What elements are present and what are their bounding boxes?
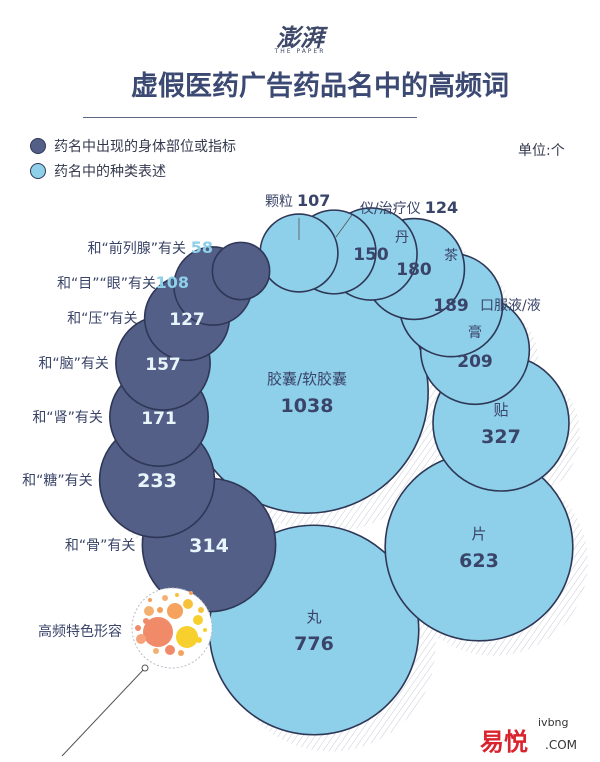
- annotation-dot-17: [148, 598, 152, 602]
- annotation-dot-15: [135, 625, 141, 631]
- body-value-0: 314: [189, 535, 229, 557]
- type-label-6: 茶: [444, 248, 458, 264]
- type-label-0: 胶囊/软胶囊: [267, 370, 347, 388]
- type-value-2: 623: [459, 550, 499, 572]
- unit-label: 单位:个: [518, 143, 565, 159]
- annotation-dot-2: [167, 603, 183, 619]
- body-label-6: 和“前列腺”有关: [87, 240, 186, 257]
- legend-label-body: 药名中出现的身体部位或指标: [54, 139, 236, 155]
- title-divider: [83, 117, 417, 118]
- type-value-1: 776: [294, 633, 334, 655]
- annotation-dot-9: [157, 607, 163, 613]
- annotation-dot-14: [162, 595, 168, 601]
- annotation-dot-11: [178, 650, 184, 656]
- annotation-dot-5: [165, 645, 175, 655]
- annotation-dot-16: [203, 628, 207, 632]
- annotation-dot-18: [189, 591, 193, 595]
- annotation-dot-4: [144, 606, 154, 616]
- type-label-2: 片: [471, 525, 486, 543]
- type-label-3: 贴: [493, 401, 508, 419]
- type-value-0: 1038: [281, 395, 334, 417]
- type-label-4: 膏: [468, 324, 482, 341]
- annotation-dot-7: [136, 634, 146, 644]
- annotation-dot-13: [198, 607, 204, 613]
- annotation-dot-10: [196, 637, 202, 643]
- annotation-dot-6: [193, 615, 203, 625]
- annotation-dot-8: [143, 618, 149, 624]
- body-label-4: 和“压”有关: [67, 311, 138, 327]
- annotation-pointer-dot: [141, 664, 149, 672]
- body-bubble-6: [211, 241, 271, 301]
- brand-logo: 易悦: [480, 728, 528, 756]
- body-label-0: 和“骨”有关: [65, 538, 136, 554]
- annotation-dot-19: [175, 593, 179, 597]
- logo-subtitle: THE PAPER: [274, 48, 326, 55]
- type-label-8: 仪/治疗仪 124: [360, 198, 458, 217]
- body-value-6: 58: [191, 238, 213, 257]
- annotation-dot-12: [153, 648, 159, 654]
- body-value-5: 108: [156, 273, 189, 292]
- legend-label-type: 药名中的种类表述: [54, 164, 166, 180]
- body-label-5: 和“目”“眼”有关: [57, 276, 156, 292]
- body-label-2: 和“肾”有关: [32, 410, 103, 426]
- type-label-5: 口服液/液: [480, 298, 541, 314]
- type-value-5: 189: [433, 296, 469, 316]
- body-value-1: 233: [137, 470, 177, 492]
- brand-com: .COM: [545, 738, 577, 752]
- chart-title: 虚假医药广告药品名中的高频词: [131, 71, 509, 102]
- body-value-3: 157: [145, 355, 181, 375]
- brand-domain: ivbng: [538, 716, 569, 729]
- annotation-dot-1: [176, 626, 198, 648]
- logo-mark: 澎湃: [276, 23, 324, 52]
- type-value-4: 209: [457, 352, 493, 372]
- type-label-9: 颗粒 107: [265, 191, 330, 210]
- annotation-dot-0: [143, 617, 173, 647]
- type-value-3: 327: [481, 426, 521, 448]
- type-value-7: 150: [353, 245, 389, 265]
- type-label-1: 丸: [306, 608, 321, 626]
- annotation-pointer: [61, 667, 146, 757]
- legend-swatch-type: [30, 163, 46, 179]
- type-value-6: 180: [396, 260, 432, 280]
- type-label-7: 丹: [395, 230, 409, 246]
- annotation-dot-3: [183, 599, 193, 609]
- body-label-1: 和“糖”有关: [22, 473, 93, 489]
- legend-swatch-body: [30, 138, 46, 154]
- body-value-4: 127: [169, 310, 205, 330]
- label-pointer: [335, 214, 353, 238]
- body-label-3: 和“脑”有关: [38, 356, 109, 372]
- body-value-2: 171: [141, 409, 177, 429]
- annotation-label: 高频特色形容: [38, 623, 122, 640]
